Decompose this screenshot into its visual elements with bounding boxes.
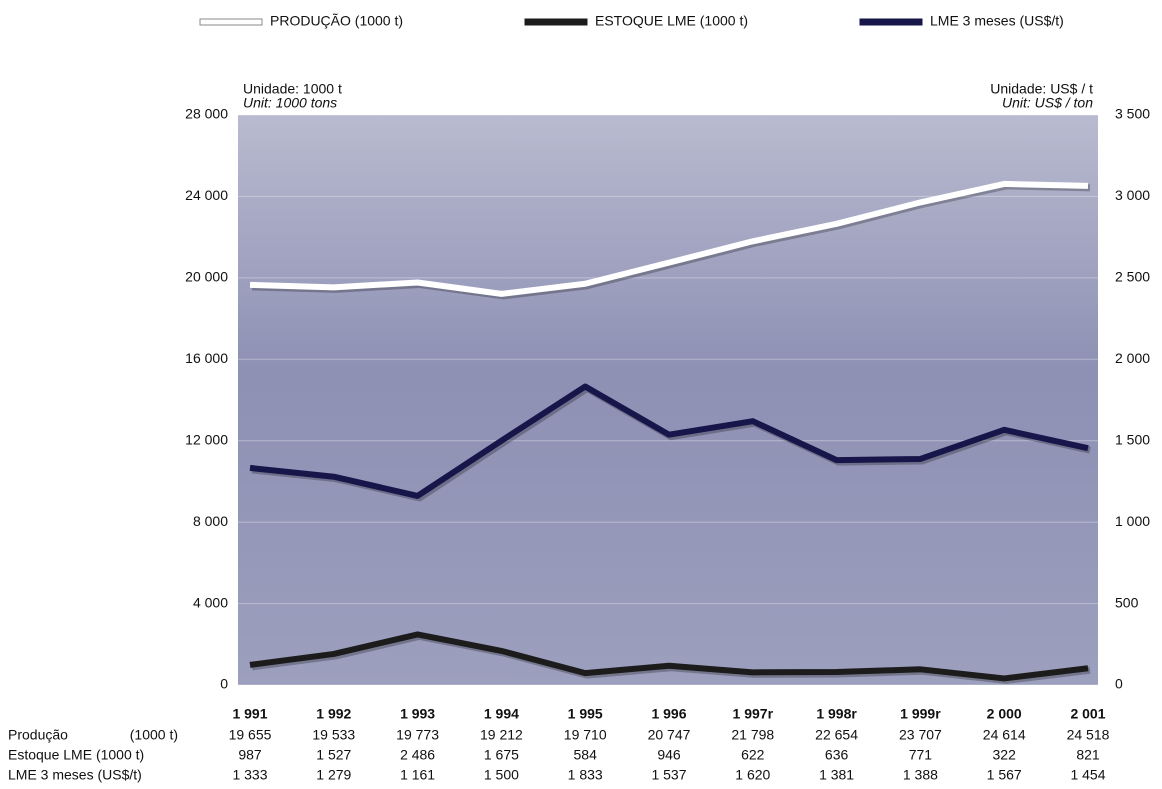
y-tick-label: 24 000 [185,187,228,203]
series-line [249,631,1089,682]
table-value: 22 654 [815,727,858,743]
legend-swatch [859,18,923,26]
table-value: 1 675 [484,747,519,763]
table-value: 622 [741,747,765,763]
series-line [249,180,1089,297]
y-tick-label: 16 000 [185,350,228,366]
y2-tick-label: 3 500 [1115,106,1150,122]
x-tick-label: 1 991 [232,706,267,722]
table-value: 1 279 [316,767,351,783]
x-tick-label: 1 994 [484,706,519,722]
y2-tick-label: 3 000 [1115,187,1150,203]
y2-unit: Unidade: US$ / t [990,81,1093,97]
plot-background [238,115,1098,685]
y-tick-label: 20 000 [185,269,228,285]
table-value: 19 773 [396,727,439,743]
table-value: 19 710 [564,727,607,743]
table-value: 1 454 [1070,767,1105,783]
x-tick-label: 1 993 [400,706,435,722]
table-value: 987 [238,747,262,763]
table-value: 1 500 [484,767,519,783]
x-tick-label: 1 995 [568,706,603,722]
table-value: 19 533 [312,727,355,743]
table-value: 1 388 [903,767,938,783]
row-label: LME 3 meses (US$/t) [8,767,142,783]
table-value: 21 798 [731,727,774,743]
x-tick-label: 1 996 [651,706,686,722]
table-value: 821 [1076,747,1100,763]
table-value: 19 212 [480,727,523,743]
table-value: 636 [825,747,849,763]
legend-swatch [524,18,588,26]
table-value: 1 161 [400,767,435,783]
table-value: 322 [993,747,1017,763]
y2-tick-label: 500 [1115,594,1139,610]
table-value: 20 747 [648,727,691,743]
y-tick-label: 8 000 [193,513,228,529]
table-value: 1 527 [316,747,351,763]
table-value: 946 [657,747,681,763]
y2-tick-label: 0 [1115,676,1123,692]
legend-label: LME 3 meses (US$/t) [930,13,1064,29]
x-tick-label: 2 001 [1070,706,1105,722]
y-tick-label: 0 [220,676,228,692]
table-value: 23 707 [899,727,942,743]
y2-tick-label: 1 500 [1115,431,1150,447]
series-line [249,383,1089,499]
x-tick-label: 1 997r [733,706,774,722]
table-value: 24 518 [1067,727,1110,743]
row-label: Estoque LME (1000 t) [8,747,144,763]
legend-label: PRODUÇÃO (1000 t) [270,13,403,29]
y-tick-label: 28 000 [185,106,228,122]
x-tick-label: 1 992 [316,706,351,722]
legend-label: ESTOQUE LME (1000 t) [595,13,748,29]
table-value: 1 537 [651,767,686,783]
row-unit: (1000 t) [130,727,178,743]
x-tick-label: 1 999r [900,706,941,722]
legend-swatch [199,18,263,26]
y2-tick-label: 2 000 [1115,350,1150,366]
y-tick-label: 4 000 [193,594,228,610]
row-label: Produção [8,727,68,743]
table-value: 1 381 [819,767,854,783]
y-tick-label: 12 000 [185,431,228,447]
y-unit-en: Unit: 1000 tons [243,95,337,111]
y2-unit-en: Unit: US$ / ton [1002,95,1093,111]
table-value: 1 567 [987,767,1022,783]
table-value: 1 833 [568,767,603,783]
table-value: 19 655 [229,727,272,743]
table-value: 771 [909,747,933,763]
table-value: 24 614 [983,727,1026,743]
table-value: 2 486 [400,747,435,763]
y2-tick-label: 2 500 [1115,269,1150,285]
table-value: 1 333 [232,767,267,783]
x-tick-label: 1 998r [816,706,857,722]
y-unit: Unidade: 1000 t [243,81,342,97]
x-tick-label: 2 000 [987,706,1022,722]
y2-tick-label: 1 000 [1115,513,1150,529]
table-value: 1 620 [735,767,770,783]
table-value: 584 [574,747,598,763]
